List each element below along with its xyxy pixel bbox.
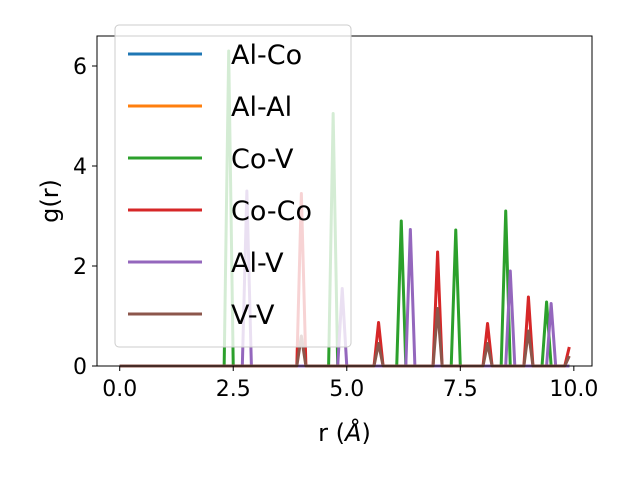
x-tick-label: 7.5	[443, 377, 478, 402]
x-tick-label: 2.5	[216, 377, 251, 402]
legend-label-al-al: Al-Al	[231, 92, 292, 123]
x-axis-label-close: )	[361, 419, 370, 447]
y-tick-label: 4	[73, 155, 87, 180]
y-tick-label: 2	[73, 255, 87, 280]
legend-label-al-v: Al-V	[231, 248, 284, 279]
x-tick-label: 10.0	[549, 377, 598, 402]
legend: Al-Co Al-Al Co-V Co-Co Al-V V-V	[114, 24, 352, 348]
legend-label-v-v: V-V	[231, 300, 275, 331]
y-tick-label: 0	[73, 355, 87, 380]
y-tick-label: 6	[73, 55, 87, 80]
x-axis-label-text: r (	[318, 419, 345, 447]
legend-label-al-co: Al-Co	[231, 40, 302, 71]
legend-box	[114, 24, 352, 348]
x-tick-label: 0.0	[102, 377, 137, 402]
x-axis-label: r (Å)	[318, 418, 371, 447]
y-axis-ticks: 0 2 4 6	[73, 55, 97, 380]
legend-label-co-co: Co-Co	[231, 196, 312, 227]
legend-label-co-v: Co-V	[231, 144, 294, 175]
x-axis-label-unit: Å	[343, 418, 361, 447]
x-axis-ticks: 0.0 2.5 5.0 7.5 10.0	[102, 366, 598, 402]
series-line-v-v	[119, 307, 571, 368]
y-axis-label: g(r)	[36, 179, 64, 223]
x-tick-label: 5.0	[329, 377, 364, 402]
